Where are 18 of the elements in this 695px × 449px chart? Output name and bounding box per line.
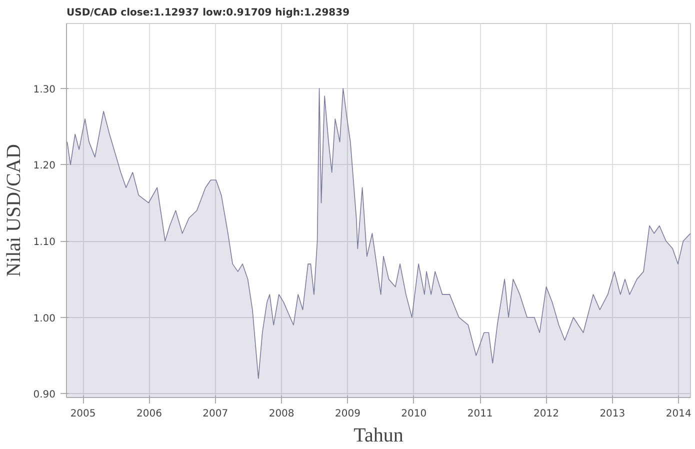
- x-tick-label: 2009: [335, 408, 360, 420]
- x-tick-label: 2011: [467, 408, 493, 420]
- x-tick-label: 2014: [666, 408, 692, 420]
- x-tick-label: 2012: [534, 408, 559, 420]
- x-tick-label: 2005: [70, 408, 96, 420]
- y-tick-label: 1.20: [33, 160, 56, 172]
- y-tick-label: 1.10: [33, 237, 56, 248]
- x-tick-label: 2013: [600, 408, 626, 420]
- x-tick-label: 2006: [136, 408, 162, 420]
- x-tick-label: 2007: [202, 408, 228, 420]
- y-axis-title: Nilai USD/CAD: [3, 144, 26, 277]
- x-axis-title: Tahun: [354, 424, 404, 446]
- x-tick-label: 2010: [401, 408, 427, 420]
- y-tick-label: 0.90: [33, 390, 56, 401]
- y-tick-label: 1.00: [33, 313, 56, 324]
- y-tick-label: 1.30: [33, 84, 56, 96]
- chart-title: USD/CAD close:1.12937 low:0.91709 high:1.29839: [66, 8, 350, 18]
- x-tick-label: 2008: [268, 408, 294, 420]
